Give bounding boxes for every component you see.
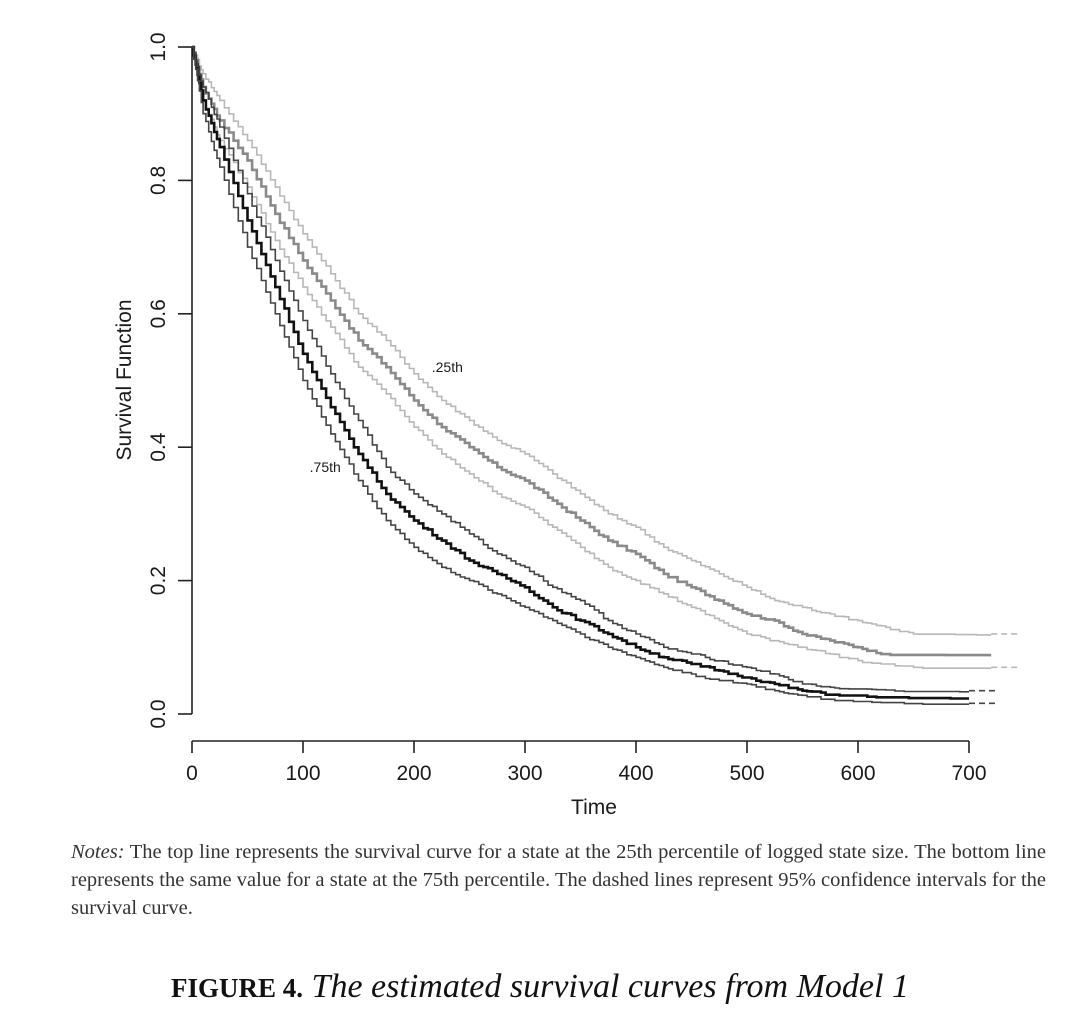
y-tick-label: 1.0	[147, 32, 170, 61]
figure-caption: FIGURE 4. The estimated survival curves …	[0, 968, 1080, 1006]
figure-notes: Notes: The top line represents the survi…	[71, 838, 1046, 922]
ci-band-lower-ci-2	[192, 46, 992, 669]
x-tick-label: 600	[840, 762, 875, 785]
x-tick-label: 400	[618, 762, 653, 785]
y-tick-label: 0.0	[147, 699, 170, 728]
notes-text: The top line represents the survival cur…	[71, 841, 1046, 919]
x-tick-label: 700	[951, 762, 986, 785]
x-tick-label: 300	[507, 762, 542, 785]
series-annotation: .25th	[432, 359, 463, 375]
chart-curves	[192, 45, 1018, 705]
y-tick-label: 0.2	[147, 566, 170, 595]
y-tick-label: 0.6	[147, 299, 170, 328]
survival-chart: 0.0 0.2 0.4 0.6 0.8 1.0 0 100 200 300 400 500 600 700…	[113, 32, 1018, 819]
chart-axes: 0.0 0.2 0.4 0.6 0.8 1.0 0 100 200 300 400 500 600 700	[147, 32, 987, 785]
notes-label: Notes:	[71, 841, 125, 863]
x-tick-label: 200	[396, 762, 431, 785]
ci-band-lower-ci-5	[192, 46, 969, 705]
chart-labels: Time Survival Function .25th .75th	[113, 299, 617, 819]
x-tick-label: 100	[285, 762, 320, 785]
y-tick-label: 0.4	[147, 432, 170, 462]
figure-number: FIGURE 4.	[171, 973, 304, 1003]
y-tick-label: 0.8	[147, 166, 170, 195]
x-tick-label: 500	[729, 762, 764, 785]
survival-curve-25th	[192, 45, 992, 657]
x-axis-title: Time	[571, 796, 617, 819]
ci-band-upper-ci-1	[192, 46, 992, 636]
survival-curve-75th	[192, 45, 969, 700]
y-axis-title: Survival Function	[113, 299, 136, 460]
figure-title: The estimated survival curves from Model…	[311, 968, 909, 1005]
series-annotation: .75th	[310, 459, 341, 475]
x-tick-label: 0	[186, 762, 198, 785]
ci-band-upper-ci-4	[192, 46, 969, 693]
